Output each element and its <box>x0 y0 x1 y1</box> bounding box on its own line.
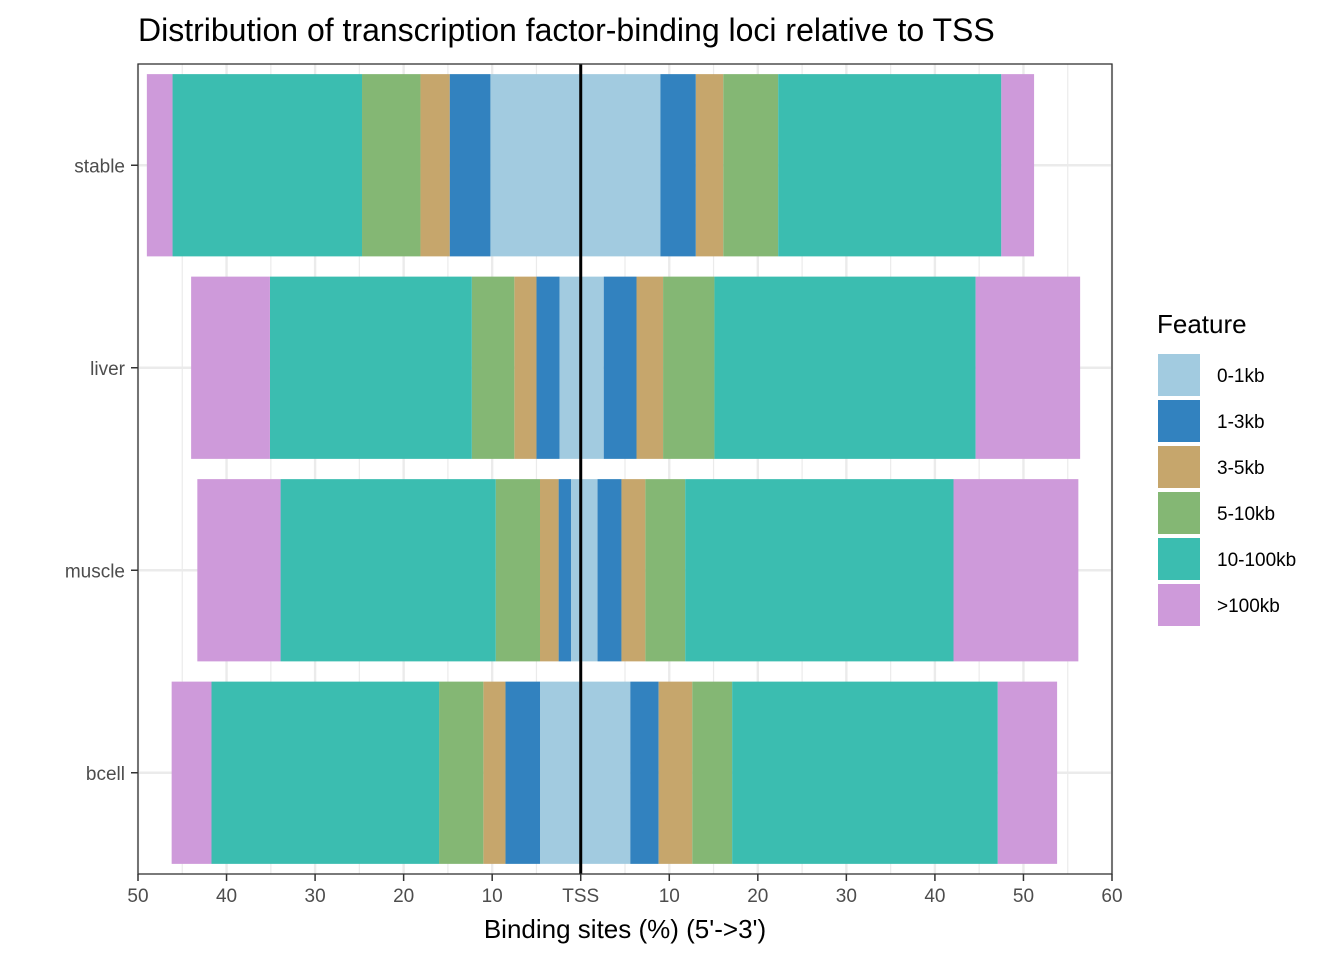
bar-liver-downstream-10-100kb <box>714 276 976 459</box>
bar-muscle-downstream-3-5kb <box>621 479 646 662</box>
bar-muscle-upstream-5-10kb <box>495 479 540 662</box>
bar-bcell-downstream-5-10kb <box>692 681 733 864</box>
bar-bcell-downstream-0-1kb <box>580 681 631 864</box>
x-tick-label: 30 <box>836 886 857 907</box>
bar-stable-upstream-3-5kb <box>420 74 450 257</box>
bar-bcell-downstream-1-3kb <box>630 681 659 864</box>
bar-liver-upstream-5-10kb <box>471 276 515 459</box>
bar-liver-downstream-1-3kb <box>603 276 637 459</box>
bar-muscle-downstream-1-3kb <box>597 479 622 662</box>
bar-bcell-downstream->100kb <box>997 681 1058 864</box>
bar-muscle-downstream-10-100kb <box>685 479 954 662</box>
axes: 50 40 30 20 10 TSS 10 20 30 40 50 60 stable liver musc… <box>65 156 1123 907</box>
bar-liver-upstream-3-5kb <box>514 276 537 459</box>
chart-title: Distribution of transcription factor-bin… <box>138 12 995 48</box>
legend-key <box>1158 446 1200 488</box>
bar-liver-upstream->100kb <box>191 276 270 459</box>
bar-liver-upstream-1-3kb <box>536 276 560 459</box>
bar-bcell-upstream-3-5kb <box>483 681 506 864</box>
legend-label: 0-1kb <box>1217 366 1265 387</box>
legend-title: Feature <box>1157 309 1247 339</box>
bar-bcell-upstream->100kb <box>171 681 212 864</box>
x-axis-title: Binding sites (%) (5'->3') <box>484 914 766 944</box>
x-tick-label: 20 <box>393 886 414 907</box>
x-tick-label: 60 <box>1101 886 1122 907</box>
legend-key <box>1158 584 1200 626</box>
bar-bcell-downstream-3-5kb <box>658 681 693 864</box>
bar-stable-upstream-1-3kb <box>449 74 491 257</box>
bar-stable-upstream-5-10kb <box>362 74 421 257</box>
legend-key <box>1158 538 1200 580</box>
y-tick-label: muscle <box>65 561 125 582</box>
bar-bcell-upstream-5-10kb <box>439 681 484 864</box>
x-tick-label: 40 <box>924 886 945 907</box>
bar-stable-downstream-3-5kb <box>695 74 724 257</box>
y-tick-label: bcell <box>86 764 125 785</box>
bar-stable-upstream-0-1kb <box>490 74 581 257</box>
bar-stable-downstream-1-3kb <box>660 74 696 257</box>
bar-stable-downstream->100kb <box>1001 74 1035 257</box>
y-tick-label: liver <box>90 359 126 380</box>
bar-liver-downstream->100kb <box>975 276 1081 459</box>
bar-muscle-upstream-0-1kb <box>570 479 581 662</box>
bar-liver-downstream-0-1kb <box>580 276 604 459</box>
legend-label: 10-100kb <box>1217 550 1296 571</box>
bar-liver-upstream-10-100kb <box>269 276 472 459</box>
legend: Feature 0-1kb 1-3kb 3-5kb 5-10kb 10-100kb >10… <box>1157 309 1296 626</box>
x-tick-label: 30 <box>305 886 326 907</box>
x-tick-label: 10 <box>482 886 503 907</box>
bar-muscle-upstream-10-100kb <box>280 479 496 662</box>
plot-border <box>137 63 1113 875</box>
bar-muscle-upstream->100kb <box>197 479 281 662</box>
legend-label: 5-10kb <box>1217 504 1275 525</box>
bar-stable-downstream-10-100kb <box>778 74 1002 257</box>
legend-label: 1-3kb <box>1217 412 1265 433</box>
x-tick-label: 50 <box>127 886 148 907</box>
bar-bcell-upstream-0-1kb <box>539 681 581 864</box>
y-tick-label: stable <box>74 156 125 177</box>
x-tick-label: 20 <box>747 886 768 907</box>
bar-stable-upstream-10-100kb <box>172 74 363 257</box>
legend-label: >100kb <box>1217 596 1280 617</box>
bar-muscle-downstream-5-10kb <box>645 479 686 662</box>
bar-muscle-upstream-1-3kb <box>558 479 571 662</box>
bars <box>146 74 1081 864</box>
x-tick-label: 40 <box>216 886 237 907</box>
legend-key <box>1158 492 1200 534</box>
bar-liver-upstream-0-1kb <box>559 276 581 459</box>
x-tick-label: 50 <box>1013 886 1034 907</box>
bar-stable-downstream-0-1kb <box>580 74 661 257</box>
legend-key <box>1158 400 1200 442</box>
bar-liver-downstream-3-5kb <box>636 276 664 459</box>
bar-stable-upstream->100kb <box>146 74 173 257</box>
bar-muscle-downstream-0-1kb <box>580 479 598 662</box>
bar-bcell-upstream-10-100kb <box>211 681 440 864</box>
bar-muscle-downstream->100kb <box>953 479 1079 662</box>
x-tick-label: 10 <box>659 886 680 907</box>
bar-bcell-upstream-1-3kb <box>505 681 540 864</box>
x-tick-label: TSS <box>562 886 599 907</box>
legend-label: 3-5kb <box>1217 458 1265 479</box>
bar-bcell-downstream-10-100kb <box>732 681 998 864</box>
bar-liver-downstream-5-10kb <box>663 276 715 459</box>
legend-key <box>1158 354 1200 396</box>
bar-muscle-upstream-3-5kb <box>539 479 559 662</box>
bar-stable-downstream-5-10kb <box>723 74 779 257</box>
